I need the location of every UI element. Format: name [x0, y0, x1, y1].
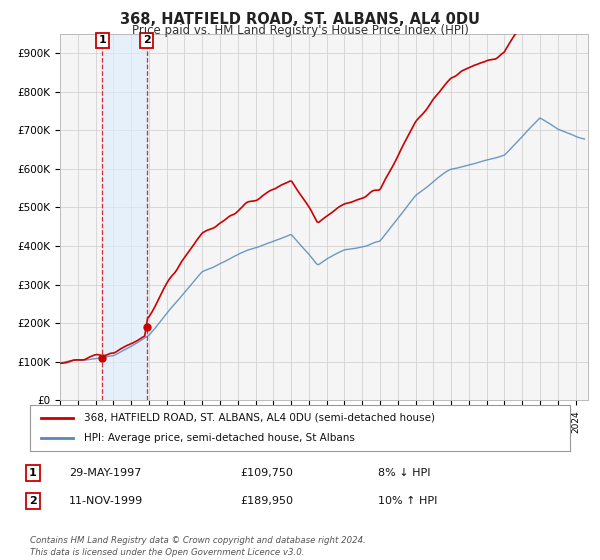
Text: 1: 1 — [29, 468, 37, 478]
Text: 8% ↓ HPI: 8% ↓ HPI — [378, 468, 431, 478]
Text: 10% ↑ HPI: 10% ↑ HPI — [378, 496, 437, 506]
Text: £109,750: £109,750 — [240, 468, 293, 478]
Text: £189,950: £189,950 — [240, 496, 293, 506]
Text: Contains HM Land Registry data © Crown copyright and database right 2024.
This d: Contains HM Land Registry data © Crown c… — [30, 536, 366, 557]
Text: 368, HATFIELD ROAD, ST. ALBANS, AL4 0DU (semi-detached house): 368, HATFIELD ROAD, ST. ALBANS, AL4 0DU … — [84, 413, 435, 423]
Text: 29-MAY-1997: 29-MAY-1997 — [69, 468, 142, 478]
Text: 1: 1 — [98, 35, 106, 45]
Text: 2: 2 — [29, 496, 37, 506]
Text: 11-NOV-1999: 11-NOV-1999 — [69, 496, 143, 506]
Text: Price paid vs. HM Land Registry's House Price Index (HPI): Price paid vs. HM Land Registry's House … — [131, 24, 469, 37]
Text: HPI: Average price, semi-detached house, St Albans: HPI: Average price, semi-detached house,… — [84, 433, 355, 443]
Text: 2: 2 — [143, 35, 151, 45]
Bar — [103, 34, 146, 400]
Text: 368, HATFIELD ROAD, ST. ALBANS, AL4 0DU: 368, HATFIELD ROAD, ST. ALBANS, AL4 0DU — [120, 12, 480, 27]
